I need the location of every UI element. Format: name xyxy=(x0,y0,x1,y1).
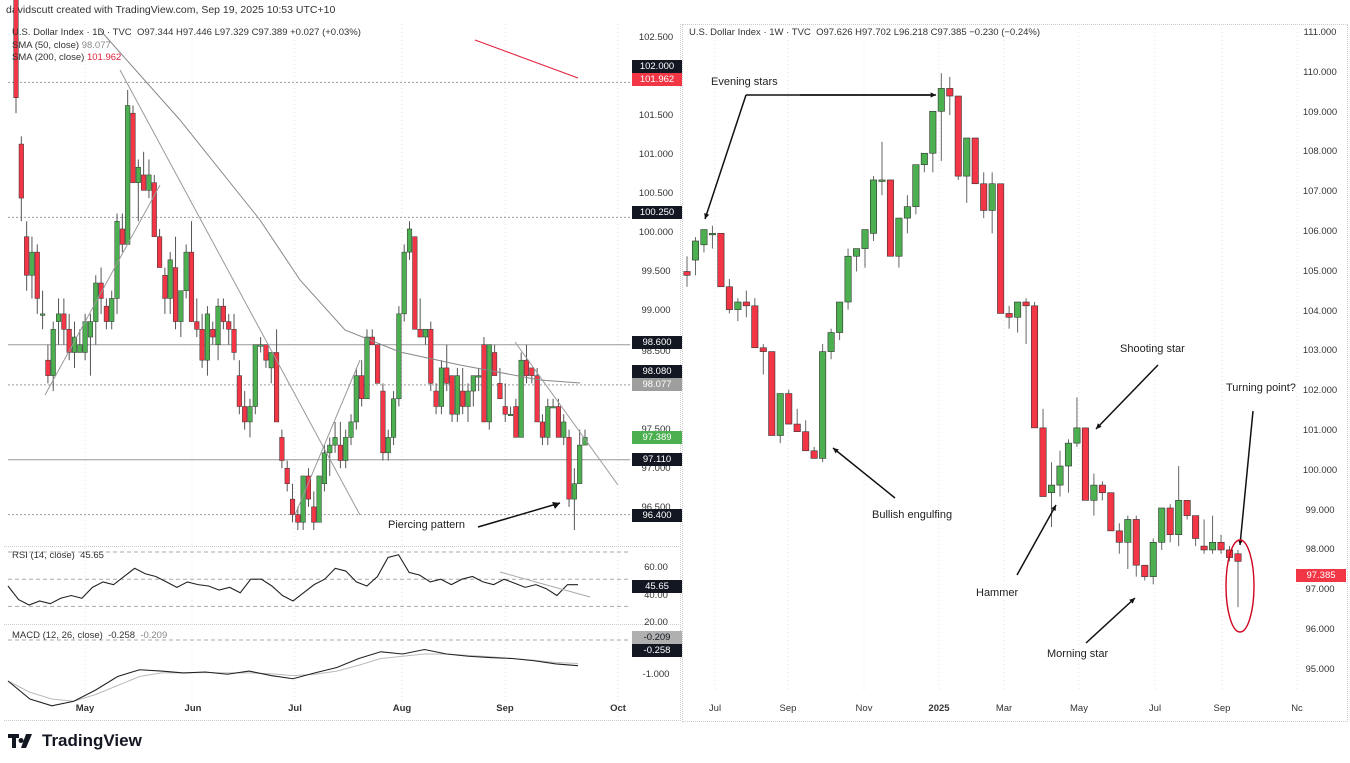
right-y-tick: 103.000 xyxy=(1302,345,1338,357)
right-price-pane[interactable] xyxy=(682,24,1348,722)
right-y-tick: 101.000 xyxy=(1302,425,1338,436)
rsi-tick: 20.00 xyxy=(644,617,668,628)
right-ohlc: O97.626 H97.702 L96.218 C97.385 −0.230 (… xyxy=(816,27,1041,38)
credit-line: davidscutt created with TradingView.com,… xyxy=(6,4,336,16)
annotation-piercing-pattern: Piercing pattern xyxy=(388,519,466,531)
left-x-tick: May xyxy=(75,703,95,714)
right-x-tick: Jul xyxy=(708,703,722,714)
rsi-tick: 60.00 xyxy=(644,562,668,573)
left-ohlc: O97.344 H97.446 L97.329 C97.389 +0.027 (… xyxy=(136,27,361,38)
right-y-tick: 105.000 xyxy=(1302,265,1338,277)
price-tag-96400: 96.400 xyxy=(632,509,682,522)
right-y-tick: 100.000 xyxy=(1302,464,1338,476)
tradingview-logo[interactable]: TradingView xyxy=(8,731,142,751)
tradingview-logo-icon xyxy=(8,734,32,748)
left-x-tick: Jun xyxy=(184,703,202,714)
right-x-tick: Mar xyxy=(995,703,1013,714)
rsi-value-tag: 45.65 xyxy=(632,580,682,593)
left-y-tick: 99.000 xyxy=(641,305,671,316)
annotation-bullish-engulfing: Bullish engulfing xyxy=(872,509,953,521)
left-y-tick: 101.000 xyxy=(638,149,674,160)
price-tag-sma200: 101.962 xyxy=(632,73,682,86)
macd-legend[interactable]: MACD (12, 26, close) -0.258 -0.209 xyxy=(12,630,168,641)
right-price-tag-last: 97.385 xyxy=(1296,569,1346,582)
right-legend-title: U.S. Dollar Index · 1W · TVC O97.626 H97… xyxy=(689,27,1041,38)
right-y-tick: 108.000 xyxy=(1302,146,1338,158)
left-y-tick: 100.500 xyxy=(638,188,674,199)
right-y-tick: 107.000 xyxy=(1302,186,1338,198)
right-x-tick: May xyxy=(1070,703,1088,714)
left-y-tick: 96.500 xyxy=(641,502,671,513)
price-tag-100250: 100.250 xyxy=(632,206,682,219)
right-y-tick: 97.000 xyxy=(1305,584,1335,596)
sma50-value: 98.077 xyxy=(81,40,111,51)
right-x-tick: Nc xyxy=(1291,703,1303,714)
sma50-legend[interactable]: SMA (50, close) 98.077 xyxy=(12,40,111,51)
left-macd-pane[interactable] xyxy=(4,624,681,721)
left-y-tick: 100.000 xyxy=(638,227,674,238)
price-tag-98080: 98.080 xyxy=(632,365,682,378)
price-tag-97110: 97.110 xyxy=(632,453,682,466)
left-y-tick: 98.500 xyxy=(641,346,671,357)
left-x-tick: Jul xyxy=(288,703,302,714)
right-y-tick: 104.000 xyxy=(1302,305,1338,317)
annotation-turning-point: Turning point? xyxy=(1226,382,1296,394)
left-y-tick: 102.500 xyxy=(638,32,674,43)
left-x-tick: Oct xyxy=(610,703,626,714)
sma200-legend[interactable]: SMA (200, close) 101.962 xyxy=(12,52,122,63)
right-y-tick: 110.000 xyxy=(1303,66,1337,78)
macd-value-tag: -0.258 xyxy=(632,644,682,657)
annotation-hammer: Hammer xyxy=(976,587,1019,599)
right-y-tick: 109.000 xyxy=(1302,106,1338,118)
annotation-shooting-star: Shooting star xyxy=(1120,343,1185,355)
left-price-pane[interactable] xyxy=(4,24,681,547)
right-x-tick: Jul xyxy=(1148,703,1162,714)
right-y-tick: 111.000 xyxy=(1303,27,1337,38)
annotation-morning-star: Morning star xyxy=(1047,648,1109,660)
left-y-tick: 101.500 xyxy=(638,110,674,121)
right-x-tick: Nov xyxy=(855,703,873,714)
right-y-tick: 96.000 xyxy=(1305,624,1335,635)
right-x-tick: Sep xyxy=(779,703,797,714)
price-tag-102000: 102.000 xyxy=(632,60,682,73)
right-y-tick: 106.000 xyxy=(1302,226,1338,237)
price-tag-sma50: 98.077 xyxy=(632,378,682,391)
right-y-tick: 102.000 xyxy=(1302,385,1338,397)
left-y-tick: 97.000 xyxy=(641,463,671,474)
left-y-tick: 99.500 xyxy=(641,266,671,277)
price-tag-last: 97.389 xyxy=(632,431,682,444)
brand-name: TradingView xyxy=(42,731,142,750)
sma200-value: 101.962 xyxy=(86,52,122,63)
annotation-evening-stars: Evening stars xyxy=(711,76,778,88)
macd-tick: -1.000 xyxy=(642,669,670,680)
price-tag-98600: 98.600 xyxy=(632,336,682,349)
left-x-tick: Aug xyxy=(392,703,412,714)
right-y-tick: 98.000 xyxy=(1305,544,1335,556)
rsi-tick: 40.00 xyxy=(644,590,668,601)
right-x-tick: Sep xyxy=(1213,703,1231,714)
left-legend-title: U.S. Dollar Index · 1D · TVC O97.344 H97… xyxy=(12,27,361,38)
right-y-tick: 95.000 xyxy=(1305,663,1335,675)
right-x-tick: 2025 xyxy=(928,703,950,714)
left-x-tick: Sep xyxy=(496,703,514,714)
macd-signal-tag: -0.209 xyxy=(632,631,682,644)
right-y-tick: 99.000 xyxy=(1305,504,1335,516)
rsi-legend[interactable]: RSI (14, close) 45.65 xyxy=(12,550,104,561)
left-y-tick: 97.500 xyxy=(641,424,671,435)
